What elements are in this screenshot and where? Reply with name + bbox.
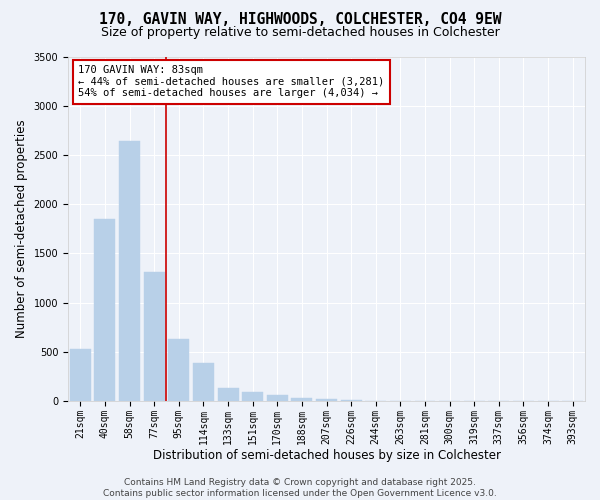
- Bar: [119, 141, 140, 401]
- X-axis label: Distribution of semi-detached houses by size in Colchester: Distribution of semi-detached houses by …: [152, 450, 500, 462]
- Text: 170, GAVIN WAY, HIGHWOODS, COLCHESTER, CO4 9EW: 170, GAVIN WAY, HIGHWOODS, COLCHESTER, C…: [99, 12, 501, 28]
- Bar: [316, 399, 337, 401]
- Bar: [242, 392, 263, 401]
- Text: Contains HM Land Registry data © Crown copyright and database right 2025.
Contai: Contains HM Land Registry data © Crown c…: [103, 478, 497, 498]
- Bar: [70, 349, 91, 401]
- Bar: [94, 219, 115, 401]
- Bar: [341, 400, 362, 401]
- Y-axis label: Number of semi-detached properties: Number of semi-detached properties: [15, 120, 28, 338]
- Text: Size of property relative to semi-detached houses in Colchester: Size of property relative to semi-detach…: [101, 26, 499, 39]
- Bar: [193, 362, 214, 401]
- Bar: [267, 395, 288, 401]
- Bar: [218, 388, 239, 401]
- Bar: [144, 272, 164, 401]
- Bar: [169, 339, 189, 401]
- Text: 170 GAVIN WAY: 83sqm
← 44% of semi-detached houses are smaller (3,281)
54% of se: 170 GAVIN WAY: 83sqm ← 44% of semi-detac…: [79, 65, 385, 98]
- Bar: [292, 398, 313, 401]
